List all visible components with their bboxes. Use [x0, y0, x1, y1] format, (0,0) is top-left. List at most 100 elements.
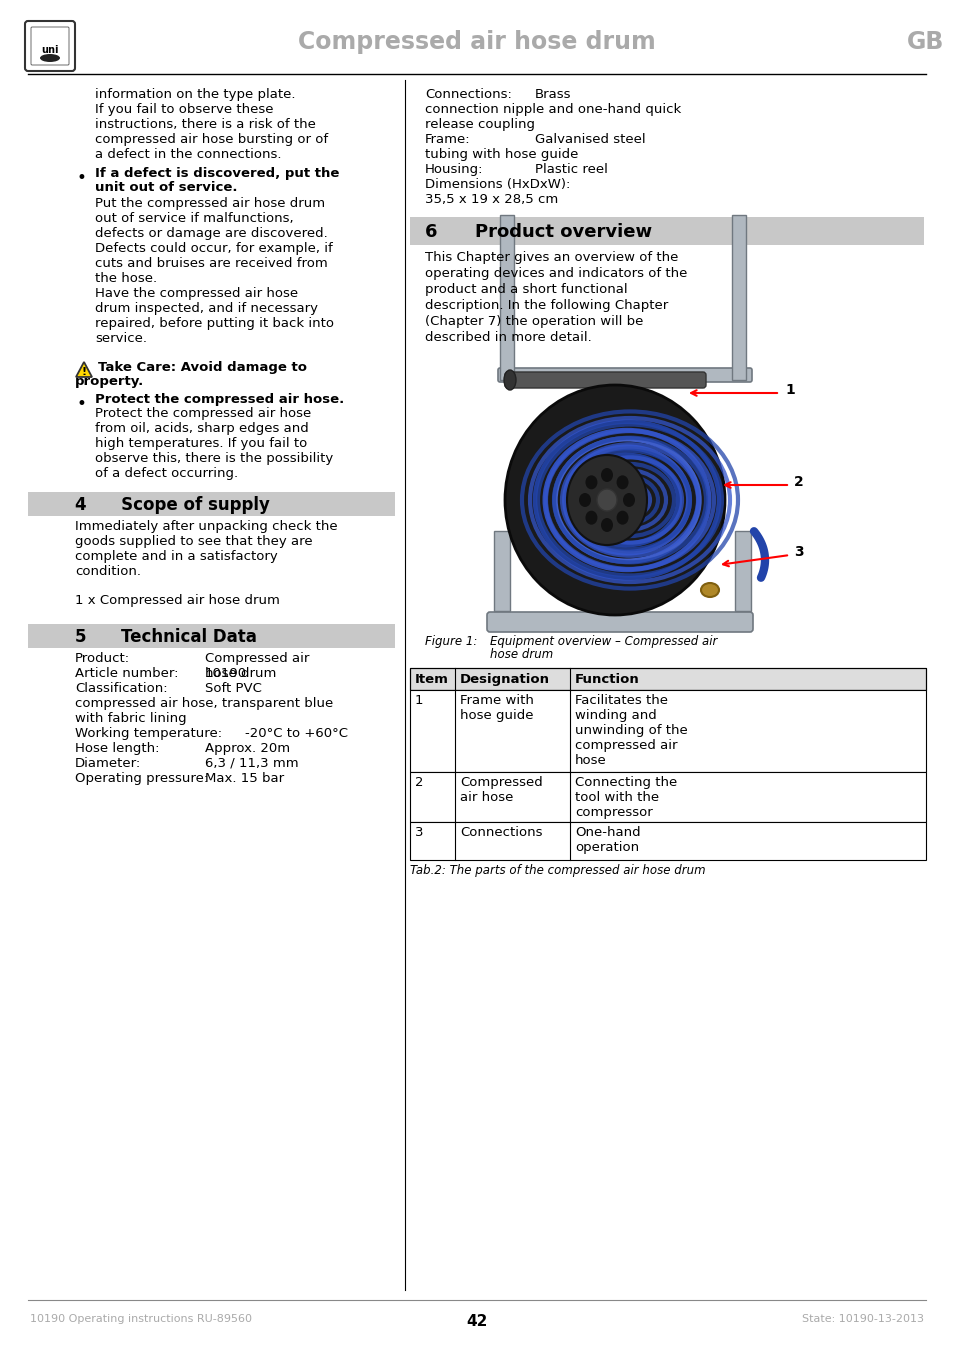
Text: description. In the following Chapter: description. In the following Chapter: [424, 299, 667, 312]
Text: hose drum: hose drum: [490, 648, 553, 661]
Text: Equipment overview – Compressed air: Equipment overview – Compressed air: [490, 635, 717, 648]
Text: Facilitates the
winding and
unwinding of the
compressed air
hose: Facilitates the winding and unwinding of…: [575, 693, 687, 768]
Ellipse shape: [566, 455, 646, 545]
Text: !: !: [81, 367, 87, 378]
Ellipse shape: [600, 468, 613, 482]
Text: 10190 Operating instructions RU-89560: 10190 Operating instructions RU-89560: [30, 1314, 252, 1323]
Ellipse shape: [700, 583, 719, 598]
Text: Housing:: Housing:: [424, 163, 483, 175]
Text: 1: 1: [784, 383, 794, 397]
Ellipse shape: [616, 511, 628, 525]
Text: Soft PVC: Soft PVC: [205, 683, 262, 695]
Ellipse shape: [622, 492, 635, 507]
Bar: [499, 214, 514, 380]
FancyBboxPatch shape: [497, 368, 751, 382]
Text: compressed air hose, transparent blue: compressed air hose, transparent blue: [75, 697, 333, 710]
Text: Figure 1:: Figure 1:: [424, 635, 476, 648]
Text: described in more detail.: described in more detail.: [424, 331, 591, 344]
Text: from oil, acids, sharp edges and: from oil, acids, sharp edges and: [95, 422, 309, 434]
Ellipse shape: [597, 488, 617, 511]
Ellipse shape: [578, 492, 590, 507]
Text: of a defect occurring.: of a defect occurring.: [95, 467, 238, 480]
Bar: [410, 217, 923, 246]
Text: Max. 15 bar: Max. 15 bar: [205, 772, 284, 785]
Text: Defects could occur, for example, if: Defects could occur, for example, if: [95, 241, 333, 255]
Text: high temperatures. If you fail to: high temperatures. If you fail to: [95, 437, 307, 451]
Ellipse shape: [585, 511, 597, 525]
Text: Frame:: Frame:: [424, 134, 470, 146]
Text: (Chapter 7) the operation will be: (Chapter 7) the operation will be: [424, 316, 642, 328]
Bar: [410, 689, 925, 772]
Ellipse shape: [600, 518, 613, 532]
Text: connection nipple and one-hand quick: connection nipple and one-hand quick: [424, 103, 680, 116]
Text: Dimensions (HxDxW):: Dimensions (HxDxW):: [424, 178, 570, 192]
Text: Working temperature:: Working temperature:: [75, 727, 222, 741]
FancyBboxPatch shape: [30, 27, 69, 65]
Text: uni: uni: [41, 45, 59, 55]
Text: condition.: condition.: [75, 565, 141, 577]
Text: One-hand
operation: One-hand operation: [575, 826, 640, 854]
Text: 6,3 / 11,3 mm: 6,3 / 11,3 mm: [205, 757, 298, 770]
Text: drum inspected, and if necessary: drum inspected, and if necessary: [95, 302, 317, 316]
Polygon shape: [76, 362, 91, 376]
Bar: [410, 668, 925, 689]
Text: If you fail to observe these: If you fail to observe these: [95, 103, 274, 116]
FancyBboxPatch shape: [486, 612, 752, 631]
Text: GB: GB: [906, 30, 943, 54]
Text: 5      Technical Data: 5 Technical Data: [75, 629, 256, 646]
Text: defects or damage are discovered.: defects or damage are discovered.: [95, 227, 328, 240]
Text: Item: Item: [415, 673, 449, 687]
Text: property.: property.: [75, 375, 144, 389]
Text: Compressed air
hose drum: Compressed air hose drum: [205, 652, 309, 680]
Text: Diameter:: Diameter:: [75, 757, 141, 770]
Text: Approx. 20m: Approx. 20m: [205, 742, 290, 755]
Ellipse shape: [503, 370, 516, 390]
Text: 42: 42: [466, 1314, 487, 1329]
Bar: [731, 214, 745, 380]
Text: Operating pressure:: Operating pressure:: [75, 772, 208, 785]
Text: Designation: Designation: [459, 673, 550, 687]
Text: -20°C to +60°C: -20°C to +60°C: [245, 727, 348, 741]
Text: observe this, there is the possibility: observe this, there is the possibility: [95, 452, 333, 465]
Text: with fabric lining: with fabric lining: [75, 712, 187, 724]
Text: 6      Product overview: 6 Product overview: [424, 223, 652, 241]
Text: cuts and bruises are received from: cuts and bruises are received from: [95, 258, 328, 270]
Text: Tab.2: The parts of the compressed air hose drum: Tab.2: The parts of the compressed air h…: [410, 863, 705, 877]
Text: 2: 2: [793, 475, 803, 488]
Text: If a defect is discovered, put the: If a defect is discovered, put the: [95, 167, 339, 179]
Text: 10190: 10190: [205, 666, 247, 680]
Text: Immediately after unpacking check the: Immediately after unpacking check the: [75, 519, 337, 533]
Bar: [494, 532, 510, 611]
Text: tubing with hose guide: tubing with hose guide: [424, 148, 578, 161]
Text: product and a short functional: product and a short functional: [424, 283, 627, 295]
Bar: [28, 625, 395, 648]
Text: Hose length:: Hose length:: [75, 742, 159, 755]
Text: 35,5 x 19 x 28,5 cm: 35,5 x 19 x 28,5 cm: [424, 193, 558, 206]
Bar: [410, 822, 925, 861]
Text: Function: Function: [575, 673, 639, 687]
Text: out of service if malfunctions,: out of service if malfunctions,: [95, 212, 294, 225]
Text: Protect the compressed air hose.: Protect the compressed air hose.: [95, 393, 344, 406]
FancyBboxPatch shape: [504, 372, 705, 389]
Text: operating devices and indicators of the: operating devices and indicators of the: [424, 267, 687, 281]
Bar: [28, 492, 395, 517]
Text: This Chapter gives an overview of the: This Chapter gives an overview of the: [424, 251, 678, 264]
Text: Compressed
air hose: Compressed air hose: [459, 776, 542, 804]
Text: Connections:: Connections:: [424, 88, 512, 101]
Text: Connecting the
tool with the
compressor: Connecting the tool with the compressor: [575, 776, 677, 819]
Text: 3: 3: [415, 826, 423, 839]
Text: Frame with
hose guide: Frame with hose guide: [459, 693, 534, 722]
Text: 4      Scope of supply: 4 Scope of supply: [75, 496, 270, 514]
Ellipse shape: [585, 475, 597, 490]
Text: Article number:: Article number:: [75, 666, 178, 680]
Text: Connections: Connections: [459, 826, 542, 839]
Text: 3: 3: [793, 545, 802, 558]
Ellipse shape: [616, 475, 628, 490]
Text: Compressed air hose drum: Compressed air hose drum: [297, 30, 656, 54]
Text: •: •: [77, 395, 87, 413]
Text: Take Care: Avoid damage to: Take Care: Avoid damage to: [98, 362, 307, 374]
Text: release coupling: release coupling: [424, 117, 535, 131]
Bar: [734, 532, 750, 611]
Bar: [410, 668, 925, 689]
Text: Galvanised steel: Galvanised steel: [535, 134, 645, 146]
